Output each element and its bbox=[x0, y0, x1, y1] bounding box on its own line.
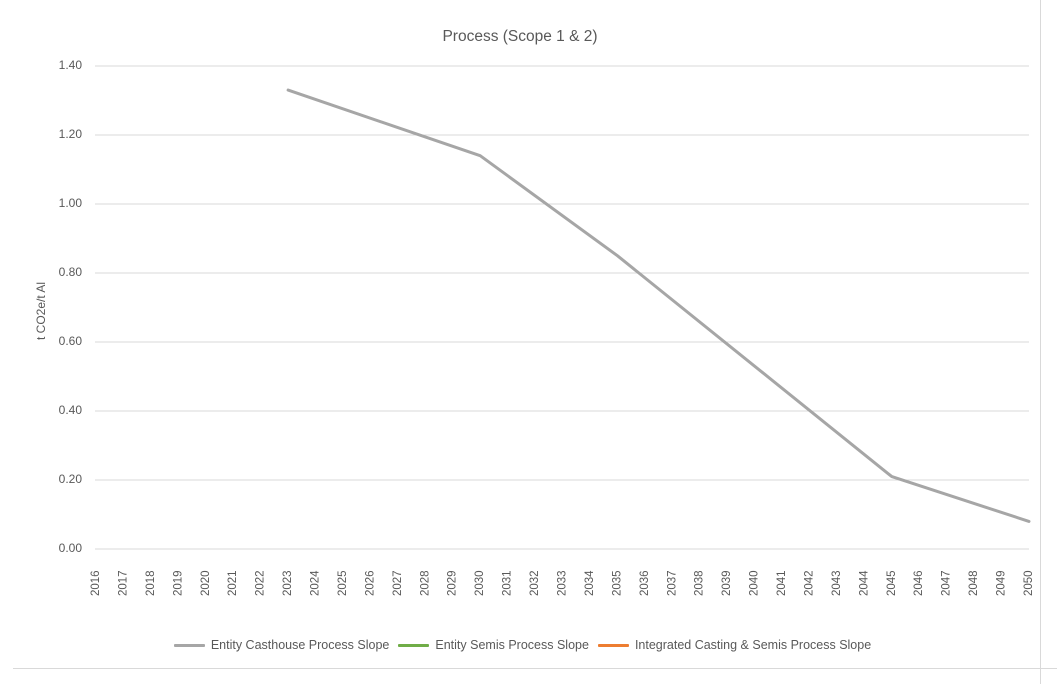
y-tick-label: 0.40 bbox=[58, 403, 82, 417]
x-tick-label: 2038 bbox=[693, 570, 706, 596]
legend: Entity Casthouse Process Slope Entity Sem… bbox=[0, 638, 1045, 652]
y-tick-label: 0.60 bbox=[58, 334, 82, 348]
x-tick-label: 2032 bbox=[529, 570, 542, 596]
legend-item-integrated-casting-semis-process-slope: Integrated Casting & Semis Process Slope bbox=[597, 638, 872, 652]
x-tick-label: 2026 bbox=[364, 570, 377, 596]
x-tick-label: 2048 bbox=[968, 570, 981, 596]
x-tick-label: 2045 bbox=[885, 570, 898, 596]
y-tick-label: 1.40 bbox=[58, 58, 82, 72]
legend-label: Entity Semis Process Slope bbox=[435, 638, 589, 652]
x-tick-label: 2034 bbox=[583, 570, 596, 596]
legend-item-entity-semis-process-slope: Entity Semis Process Slope bbox=[398, 638, 589, 652]
legend-line-marker bbox=[173, 643, 205, 647]
chart-bottom-border bbox=[13, 668, 1057, 669]
x-tick-label: 2027 bbox=[391, 570, 404, 596]
x-tick-label: 2031 bbox=[501, 570, 514, 596]
x-tick-label: 2020 bbox=[199, 570, 212, 596]
x-tick-label: 2037 bbox=[666, 570, 679, 596]
x-tick-label: 2017 bbox=[117, 570, 130, 596]
legend-label: Integrated Casting & Semis Process Slope bbox=[634, 638, 872, 652]
x-tick-label: 2042 bbox=[803, 570, 816, 596]
x-tick-label: 2025 bbox=[337, 570, 349, 596]
legend-line-marker bbox=[398, 643, 430, 647]
y-tick-label: 1.00 bbox=[58, 196, 82, 210]
x-tick-label: 2050 bbox=[1023, 570, 1035, 596]
chart-right-border bbox=[1040, 0, 1041, 684]
x-tick-label: 2019 bbox=[172, 570, 185, 596]
y-axis-title: t CO2e/t Al bbox=[34, 281, 48, 340]
y-tick-label: 0.00 bbox=[58, 541, 82, 555]
x-tick-label: 2040 bbox=[748, 570, 761, 596]
x-tick-label: 2046 bbox=[913, 570, 926, 596]
series-line-entity-casthouse-process-slope bbox=[286, 88, 1031, 523]
x-tick-label: 2039 bbox=[721, 570, 734, 596]
x-tick-label: 2044 bbox=[858, 570, 871, 596]
chart-title: Process (Scope 1 & 2) bbox=[442, 28, 598, 45]
x-tick-label: 2036 bbox=[638, 570, 651, 596]
x-tick-label: 2043 bbox=[830, 570, 843, 596]
x-tick-label: 2041 bbox=[776, 570, 788, 596]
legend-label: Entity Casthouse Process Slope bbox=[210, 638, 390, 652]
x-tick-label: 2022 bbox=[254, 570, 267, 596]
legend-item-entity-casthouse-process-slope: Entity Casthouse Process Slope bbox=[173, 638, 390, 652]
legend-line-marker bbox=[597, 643, 629, 647]
x-tick-label: 2029 bbox=[446, 570, 459, 596]
x-tick-label: 2016 bbox=[90, 570, 102, 596]
x-tick-label: 2021 bbox=[227, 570, 240, 596]
x-tick-label: 2030 bbox=[474, 570, 487, 596]
x-tick-label: 2047 bbox=[940, 570, 953, 596]
y-tick-label: 1.20 bbox=[58, 127, 82, 141]
y-tick-label: 0.80 bbox=[58, 265, 82, 279]
x-tick-label: 2028 bbox=[419, 570, 432, 596]
x-tick-label: 2024 bbox=[309, 570, 322, 596]
x-tick-label: 2035 bbox=[611, 570, 624, 596]
x-tick-label: 2033 bbox=[556, 570, 569, 596]
y-tick-label: 0.20 bbox=[58, 472, 82, 486]
x-tick-label: 2018 bbox=[144, 570, 157, 596]
x-tick-label: 2049 bbox=[995, 570, 1008, 596]
x-tick-label: 2023 bbox=[282, 570, 295, 596]
